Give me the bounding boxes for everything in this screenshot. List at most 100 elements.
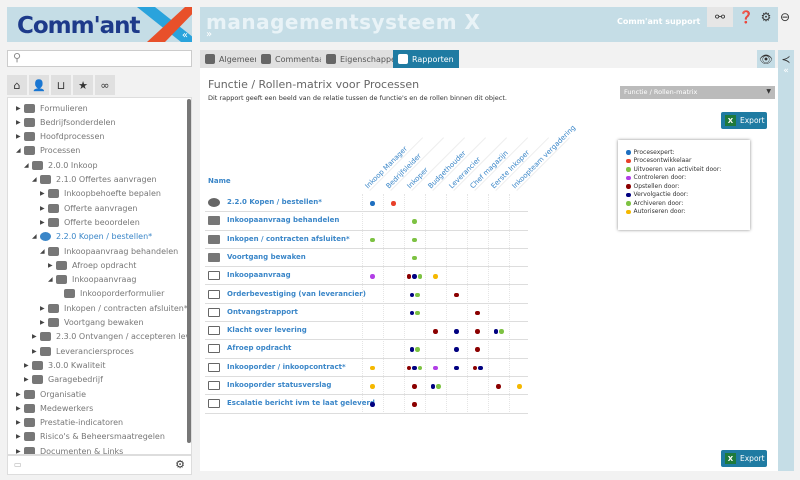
tab-label: Commentaar: [275, 54, 328, 64]
row-name-link[interactable]: Inkoopaanvraag behandelen: [227, 216, 340, 225]
tree-item[interactable]: ▶ Inkoopbehoefte bepalen: [40, 187, 161, 201]
caret-right-icon[interactable]: ▶: [16, 433, 21, 441]
tree-item[interactable]: ▶ Medewerkers: [16, 401, 93, 415]
caret-right-icon[interactable]: ▶: [40, 190, 45, 198]
tree-item[interactable]: ▶ Bedrijfsonderdelen: [16, 115, 116, 129]
legend-label: Uitvoeren van activiteit door:: [633, 165, 722, 173]
matrix-row: Inkoopaanvraag: [205, 267, 528, 286]
expand-right-panel-button[interactable]: «: [783, 66, 789, 76]
tree-item[interactable]: ▶ Offerte aanvragen: [40, 201, 138, 215]
row-name-link[interactable]: Inkooporder / inkoopcontract*: [227, 362, 346, 371]
caret-down-icon[interactable]: ◢: [40, 247, 45, 255]
tree-item[interactable]: ▶ Prestatie-indicatoren: [16, 416, 123, 430]
report-select[interactable]: Functie / Rollen-matrix ▼: [620, 86, 775, 99]
caret-right-icon[interactable]: ▶: [16, 404, 21, 412]
tree-scrollbar[interactable]: [187, 99, 191, 443]
row-name-link[interactable]: Inkooporder statusverslag: [227, 381, 332, 389]
logout-icon[interactable]: ⊖: [779, 10, 791, 24]
caret-right-icon[interactable]: ▶: [40, 304, 45, 312]
tree-item[interactable]: ▶ 3.0.0 Kwaliteit: [24, 358, 105, 372]
export-button-bottom[interactable]: X Export: [721, 450, 767, 467]
expand-button[interactable]: »: [206, 29, 213, 40]
share-icon[interactable]: ≺: [781, 53, 791, 66]
caret-right-icon[interactable]: ▶: [16, 390, 21, 398]
caret-right-icon[interactable]: ▶: [32, 347, 37, 355]
form-in-icon: [208, 307, 220, 317]
inbox-icon[interactable]: ⊔: [51, 75, 71, 95]
row-name-link[interactable]: 2.2.0 Kopen / bestellen*: [227, 198, 322, 206]
support-link[interactable]: Comm'ant support: [617, 17, 701, 26]
column-gridline: [362, 194, 363, 414]
collapse-all-icon[interactable]: ▭: [14, 460, 22, 469]
caret-right-icon[interactable]: ▶: [32, 333, 37, 341]
tree-item[interactable]: ◢ 2.0.0 Inkoop: [24, 158, 98, 172]
export-button-top[interactable]: X Export: [721, 112, 767, 129]
caret-right-icon[interactable]: ▶: [16, 419, 21, 427]
tree-item[interactable]: ◢ Inkoopaanvraag behandelen: [40, 244, 178, 258]
caret-right-icon[interactable]: ▶: [40, 204, 45, 212]
caret-right-icon[interactable]: ▶: [24, 376, 29, 384]
matrix-cell: [467, 310, 488, 317]
tree-item[interactable]: ◢ 2.1.0 Offertes aanvragen: [32, 173, 157, 187]
caret-right-icon[interactable]: ▶: [40, 218, 45, 226]
help-icon[interactable]: ❓: [738, 10, 754, 24]
caret-right-icon[interactable]: ▶: [16, 118, 21, 126]
tab-eigenschappen[interactable]: Eigenschappen: [321, 50, 407, 68]
search-input[interactable]: ⚲: [7, 50, 192, 67]
role-dot-ui: [417, 365, 423, 371]
collapse-sidebar-button[interactable]: «: [181, 30, 188, 41]
caret-right-icon[interactable]: ▶: [16, 447, 21, 455]
tree-item[interactable]: ▶ Documenten & Links: [16, 444, 123, 455]
glasses-icon[interactable]: ⚯: [707, 7, 733, 27]
caret-right-icon[interactable]: ▶: [16, 104, 21, 112]
tab-rapporten[interactable]: Rapporten: [393, 50, 459, 68]
caret-right-icon[interactable]: ▶: [16, 133, 21, 141]
tree-item[interactable]: ◢ Inkoopaanvraag: [48, 273, 136, 287]
home-icon[interactable]: ⌂: [7, 75, 27, 95]
tree-item[interactable]: ▶ 2.3.0 Ontvangen / accepteren leveringen: [32, 330, 191, 344]
tree-item-icon: [24, 389, 35, 399]
row-name-link[interactable]: Voortgang bewaken: [227, 252, 306, 261]
caret-right-icon[interactable]: ▶: [48, 261, 53, 269]
form-out-icon: [208, 362, 220, 372]
tree-item[interactable]: ▶ Leveranciersproces: [32, 344, 134, 358]
legend-dot: [626, 209, 631, 214]
row-name-link[interactable]: Inkoopaanvraag: [227, 271, 291, 280]
tree-item[interactable]: ▶ Hoofdprocessen: [16, 130, 104, 144]
column-gridline: [383, 194, 384, 414]
tree-item[interactable]: ▶ Formulieren: [16, 101, 88, 115]
caret-right-icon[interactable]: ▶: [40, 319, 45, 326]
tree-item[interactable]: ▶ Afroep opdracht: [48, 258, 136, 272]
tree-item[interactable]: ▶ Voortgang bewaken: [40, 316, 144, 330]
tree-item[interactable]: ▶ Risico's & Beheersmaatregelen: [16, 430, 165, 444]
matrix-cell: [404, 292, 425, 299]
caret-right-icon[interactable]: ▶: [24, 361, 29, 369]
caret-down-icon[interactable]: ◢: [16, 147, 21, 155]
caret-down-icon[interactable]: ◢: [32, 176, 37, 183]
row-name-link[interactable]: Afroep opdracht: [227, 344, 292, 353]
user-icon[interactable]: 👤: [29, 75, 49, 95]
tree-item[interactable]: ◢ 2.2.0 Kopen / bestellen*: [32, 230, 152, 244]
tab-commentaar[interactable]: Commentaar: [256, 50, 333, 68]
tree-item[interactable]: ▶ Inkopen / contracten afsluiten*: [40, 301, 188, 315]
tree-item[interactable]: Inkooporderformulier: [56, 287, 164, 301]
tab-algemeen[interactable]: Algemeen: [200, 50, 265, 68]
caret-down-icon[interactable]: ◢: [32, 233, 37, 241]
eye-icon[interactable]: 👁: [757, 50, 775, 68]
tree-item[interactable]: ▶ Garagebedrijf: [24, 373, 103, 387]
caret-down-icon[interactable]: ◢: [48, 276, 53, 284]
row-name-link[interactable]: Escalatie bericht ivm te laat geleverd: [227, 399, 375, 408]
row-name-link[interactable]: Klacht over levering: [227, 326, 307, 335]
tree-item[interactable]: ▶ Offerte beoordelen: [40, 215, 140, 229]
tree-item[interactable]: ▶ Organisatie: [16, 387, 86, 401]
star-icon[interactable]: ★: [73, 75, 93, 95]
link-icon[interactable]: ∞: [95, 75, 115, 95]
row-name-link[interactable]: Ontvangstrapport: [227, 307, 298, 316]
row-name-link[interactable]: Inkopen / contracten afsluiten*: [227, 234, 350, 243]
role-dot-op: [475, 329, 480, 334]
tree-settings-gear-icon[interactable]: ⚙: [175, 458, 185, 471]
caret-down-icon[interactable]: ◢: [24, 161, 29, 169]
gear-icon[interactable]: ⚙: [760, 10, 772, 24]
tree-item[interactable]: ◢ Processen: [16, 144, 80, 158]
row-name-link[interactable]: Orderbevestiging (van leverancier): [227, 289, 366, 298]
